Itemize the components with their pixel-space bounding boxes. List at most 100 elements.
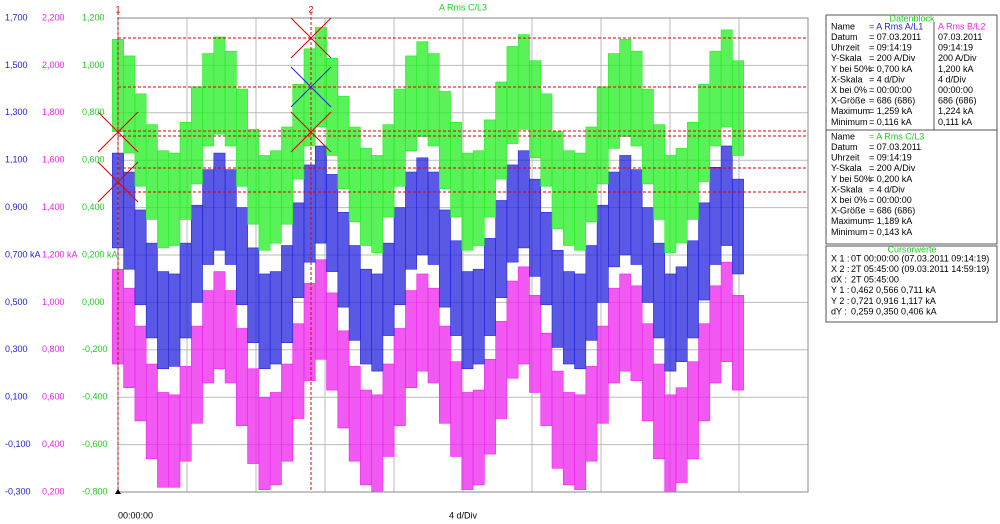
row-label: X-Skala — [831, 184, 863, 194]
band-segment — [247, 247, 260, 343]
chart-title: A Rms C/L3 — [439, 2, 487, 12]
y-tick-label: 0,700 kA — [5, 249, 41, 259]
band-segment — [664, 394, 677, 493]
band-segment — [360, 148, 372, 246]
band-segment — [438, 209, 451, 308]
band-segment — [202, 290, 215, 384]
band-segment — [517, 266, 530, 365]
band-segment — [224, 290, 237, 384]
band-segment — [585, 126, 598, 223]
band-segment — [145, 124, 158, 220]
y-tick-label: 0,600 — [82, 155, 105, 165]
band-segment — [506, 280, 519, 379]
band-segment — [608, 171, 620, 268]
band-segment — [360, 389, 372, 486]
band-segment — [675, 266, 688, 362]
cursor-lines — [97, 12, 808, 494]
band-segment — [698, 323, 711, 422]
band-segment — [427, 53, 440, 147]
row-value: 0T 00:00:00 (07.03.2011 09:14:19) — [851, 253, 989, 263]
band-segment — [326, 174, 339, 272]
row-value: = 07.03.2011 — [869, 142, 921, 152]
band-segment — [472, 389, 485, 486]
y-tick-label: -0,600 — [82, 439, 108, 449]
band-segment — [427, 171, 440, 265]
band-segment — [574, 273, 587, 370]
row-value: = 4 d/Div — [869, 184, 905, 194]
band-segment — [348, 366, 361, 462]
row-value: = 686 (686) — [869, 96, 915, 106]
row-value: 686 (686) — [938, 96, 977, 106]
row-label: dX : — [831, 275, 847, 285]
row-value: 2T 05:45:00 (09.03.2011 14:59:19) — [851, 264, 989, 274]
band-segment — [461, 271, 474, 370]
band-segment — [213, 36, 226, 135]
band-segment — [619, 273, 632, 372]
x-start-label: 00:00:00 — [118, 510, 153, 520]
band-segment — [608, 53, 620, 149]
y-tick-label: 0,200 — [42, 486, 65, 496]
y-tick-label: 0,200 kA — [82, 249, 118, 259]
band-segment — [529, 60, 542, 159]
band-segment — [472, 150, 485, 246]
band-segment — [157, 150, 170, 249]
y-tick-label: 0,000 — [82, 297, 105, 307]
band-segment — [619, 155, 632, 256]
band-segment — [529, 294, 542, 393]
band-segment — [675, 387, 688, 483]
cursor-marker — [290, 17, 332, 153]
band-segment — [168, 152, 181, 246]
band-segment — [179, 366, 192, 462]
band-segment — [314, 259, 327, 360]
band-segment — [630, 169, 643, 265]
band-segment — [484, 358, 496, 455]
row-label: Maximum — [831, 106, 870, 116]
band-segment — [134, 325, 147, 422]
y-tick-label: 1,200 kA — [42, 249, 78, 259]
band-segment — [213, 271, 226, 370]
row-label: Y 1 : — [831, 285, 849, 295]
band-segment — [190, 325, 203, 424]
band-segment — [360, 268, 372, 365]
y-tick-label: 2,200 — [42, 12, 65, 22]
band-segment — [157, 392, 170, 488]
row-label: Maximum — [831, 216, 870, 226]
band-segment — [720, 29, 733, 128]
band-segment — [686, 121, 699, 220]
plot — [112, 27, 744, 493]
row-label: X bei 0% — [831, 85, 867, 95]
y-tick-label: 1,000 — [82, 60, 105, 70]
band-segment — [292, 323, 305, 419]
y-tick-label: -0,300 — [5, 486, 31, 496]
y-tick-label: 1,200 — [82, 12, 105, 22]
band-segment — [641, 323, 654, 422]
row-value: = 200 A/Div — [869, 53, 916, 63]
band-segment — [641, 207, 654, 303]
band-segment — [202, 53, 215, 147]
cursor-marker — [97, 111, 139, 203]
band-segment — [393, 207, 406, 306]
band-segment — [123, 287, 136, 389]
band-segment — [337, 330, 350, 429]
band-segment — [247, 129, 260, 225]
y-tick-label: -0,400 — [82, 392, 108, 402]
y-tick-label: 1,600 — [42, 155, 65, 165]
y-tick-label: 0,400 — [42, 439, 65, 449]
band-segment — [337, 95, 350, 189]
row-value: 1,200 kA — [938, 64, 974, 74]
y-tick-label: 0,500 — [5, 297, 28, 307]
band-segment — [630, 285, 643, 381]
row-label: Y-Skala — [831, 163, 862, 173]
band-segment — [664, 155, 677, 253]
band-segment — [145, 242, 158, 339]
band-segment — [686, 361, 699, 460]
x-axis-label: 4 d/Div — [449, 510, 478, 520]
y-tick-label: 0,600 — [42, 392, 65, 402]
row-label: Y bei 50% — [831, 174, 872, 184]
band-segment — [596, 325, 609, 424]
band-segment — [675, 148, 688, 244]
band-segment — [269, 392, 282, 486]
band-segment — [281, 245, 294, 343]
band-segment — [236, 207, 248, 306]
band-segment — [495, 200, 508, 298]
